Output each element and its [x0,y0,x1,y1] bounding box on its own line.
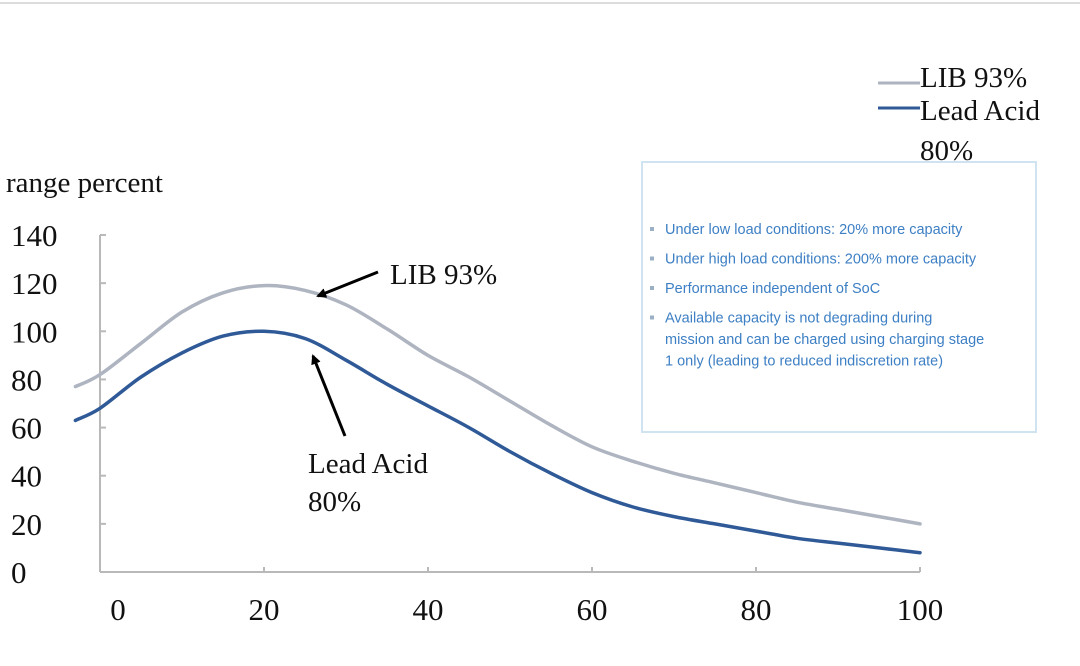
x-tick-label: 60 [577,592,608,627]
info-bullet-line: Performance independent of SoC [665,281,880,297]
x-tick-label: 80 [741,592,772,627]
info-bullet-line: Under high load conditions: 200% more ca… [665,252,977,268]
lead-annotation-arrow [311,354,347,437]
x-tick-label: 100 [897,592,944,627]
info-box-frame [641,161,1037,433]
series-line-lead-acid [73,329,922,555]
y-tick-label: 140 [11,218,58,253]
legend[interactable]: LIB 93% Lead Acid 80% [878,62,1040,167]
legend-label-lead-acid-line1: Lead Acid [920,95,1040,127]
lead-annotation-label-line1: Lead Acid [308,448,428,480]
y-tick-label: 40 [11,459,42,494]
x-tick-label: 40 [413,592,444,627]
x-tick-label: 20 [249,592,280,627]
series-line-lib [73,283,922,526]
bullet-icon [650,256,654,261]
info-bullet-line: 1 only (leading to reduced indiscretion … [665,354,943,370]
x-tick-label: 0 [110,592,126,627]
bullet-icon [650,227,654,231]
lib-annotation-label: LIB 93% [390,259,497,291]
y-tick-labels: 0 20 40 60 80 100 120 140 [11,218,106,590]
legend-item-lead-acid[interactable]: Lead Acid 80% [878,95,1040,167]
y-tick-label: 0 [11,555,27,590]
legend-label-lead-acid-line2: 80% [920,135,973,167]
bullet-icon [650,286,654,290]
info-bullet-line: Available capacity is not degrading duri… [665,311,932,327]
annotations: LIB 93% Lead Acid 80% [308,259,497,518]
lib-annotation-arrow [316,270,379,298]
axes [99,235,920,573]
series-lines [73,283,922,555]
bullet-icon [650,315,654,320]
y-tick-label: 100 [11,314,58,349]
info-bullet-line: mission and can be charged using chargin… [665,332,984,348]
y-tick-label: 80 [11,362,42,397]
y-tick-label: 120 [11,266,58,301]
info-box: Under low load conditions: 20% more capa… [641,161,1037,433]
info-bullet-line: Under low load conditions: 20% more capa… [665,222,963,238]
legend-item-lib[interactable]: LIB 93% [878,62,1027,94]
y-tick-label: 20 [11,507,42,542]
legend-label-lib: LIB 93% [920,62,1027,94]
y-axis-label: range percent [6,167,163,199]
lead-annotation-label-line2: 80% [308,486,361,518]
y-tick-label: 60 [11,411,42,446]
x-tick-labels: 0 20 40 60 80 100 [99,567,944,627]
